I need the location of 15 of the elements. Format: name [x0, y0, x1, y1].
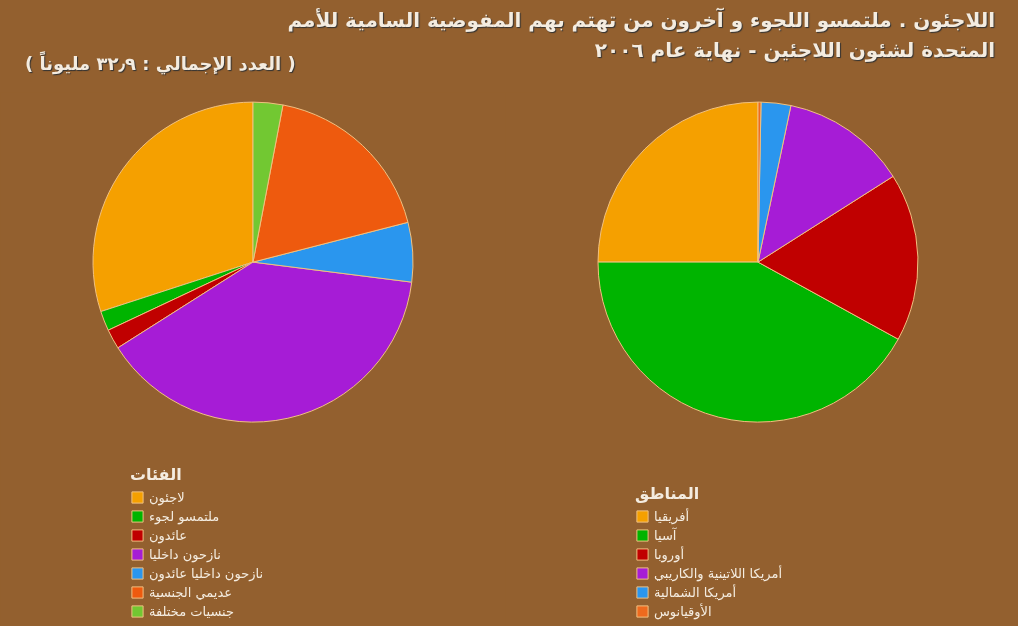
legend-label: أوروبا: [654, 546, 685, 562]
legend-title: الفئات: [130, 465, 183, 484]
legend-label: لاجئون: [149, 489, 185, 505]
legend-label: عائدون: [149, 527, 187, 543]
legend-label: عديمي الجنسية: [149, 584, 233, 600]
legend-label: آسيا: [654, 527, 677, 543]
legend-label: أمريكا الشمالية: [654, 584, 737, 600]
legend-label: نازحون داخليا: [149, 546, 221, 562]
legend-label: أمريكا اللاتينية والكاريبي: [654, 565, 783, 581]
legend-label: أفريقيا: [654, 508, 690, 524]
legend-label: جنسيات مختلفة: [149, 603, 234, 619]
legend-label: ملتمسو لجوء: [149, 508, 220, 524]
legend-label: الأوقيانوس: [654, 603, 712, 619]
legend-title: المناطق: [635, 484, 701, 503]
legend-label: نازحون داخليا عائدون: [149, 565, 264, 581]
